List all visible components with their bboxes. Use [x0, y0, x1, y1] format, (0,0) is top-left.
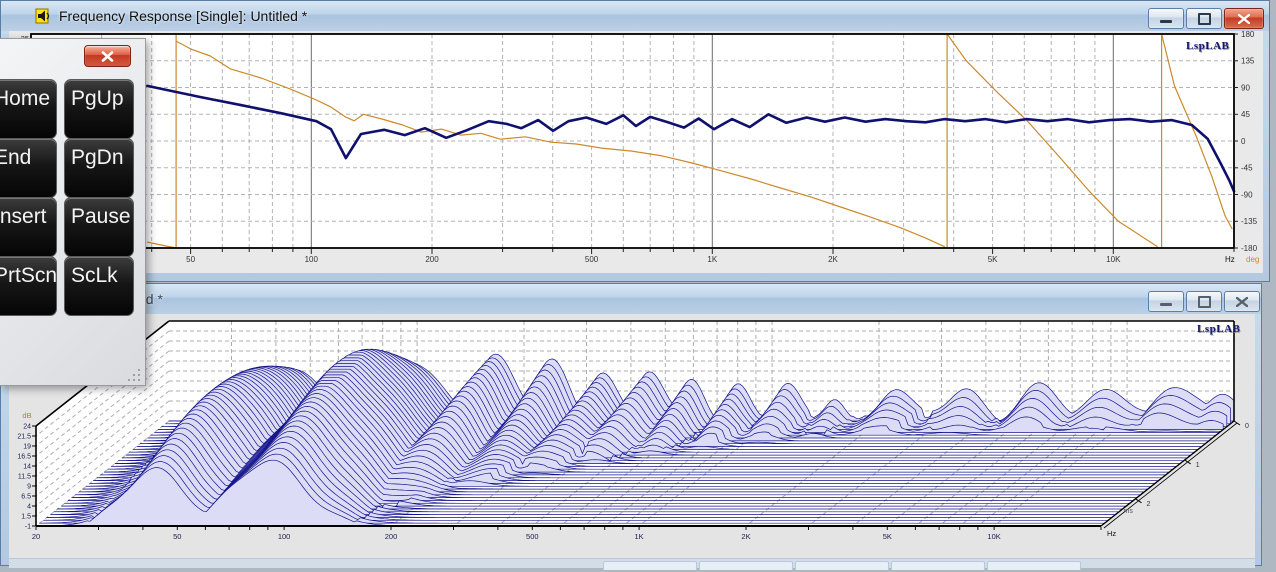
- cutoff-button-row: [9, 558, 1255, 570]
- key-end[interactable]: End: [0, 138, 57, 198]
- svg-text:14: 14: [23, 464, 31, 471]
- onscreen-keyboard-panel[interactable]: Home PgUp End PgDn Insert Pause PrtScn S…: [0, 38, 146, 386]
- frequency-response-titlebar[interactable]: Frequency Response [Single]: Untitled *: [1, 1, 1269, 31]
- close-button[interactable]: [1224, 8, 1264, 29]
- svg-text:LspLAB: LspLAB: [1198, 324, 1242, 336]
- close-icon: [1236, 296, 1248, 307]
- svg-text:1K: 1K: [635, 532, 644, 541]
- svg-text:-1: -1: [25, 524, 31, 531]
- svg-text:1.5: 1.5: [21, 514, 31, 521]
- key-pgup[interactable]: PgUp: [64, 79, 134, 139]
- svg-text:45: 45: [1241, 110, 1250, 119]
- svg-text:135: 135: [1241, 57, 1255, 66]
- svg-text:-180: -180: [1241, 244, 1258, 253]
- svg-text:-135: -135: [1241, 217, 1258, 226]
- svg-text:5K: 5K: [988, 255, 998, 264]
- svg-text:19: 19: [23, 444, 31, 451]
- svg-text:6.5: 6.5: [21, 494, 31, 501]
- keyboard-close-button[interactable]: [84, 45, 131, 67]
- svg-text:100: 100: [278, 532, 291, 541]
- key-sclk[interactable]: ScLk: [64, 256, 134, 316]
- svg-text:1K: 1K: [707, 255, 717, 264]
- svg-text:LspLAB: LspLAB: [1186, 40, 1230, 52]
- close-button[interactable]: [1224, 291, 1260, 312]
- frequency-response-window: Frequency Response [Single]: Untitled * …: [0, 0, 1270, 282]
- svg-text:LspLAB: LspLAB: [1187, 41, 1231, 53]
- svg-text:90: 90: [1241, 83, 1250, 92]
- svg-text:200: 200: [385, 532, 398, 541]
- key-insert[interactable]: Insert: [0, 197, 57, 257]
- key-prtscn[interactable]: PrtScn: [0, 256, 57, 316]
- svg-text:500: 500: [585, 255, 599, 264]
- svg-text:4: 4: [27, 504, 31, 511]
- restore-button[interactable]: [1186, 8, 1222, 29]
- svg-text:-90: -90: [1241, 190, 1253, 199]
- svg-text:0: 0: [1245, 423, 1249, 430]
- resize-grip[interactable]: [128, 369, 140, 381]
- svg-text:10K: 10K: [987, 532, 1000, 541]
- svg-text:1: 1: [1196, 462, 1200, 469]
- key-pause[interactable]: Pause: [64, 197, 134, 257]
- svg-text:Hz: Hz: [1225, 255, 1235, 264]
- waterfall-content: 24 21.5 19 16.5 14 11.5 9 6.5 4 1.5 -1 dB 20 50 100 200…: [9, 314, 1255, 570]
- svg-text:50: 50: [186, 255, 195, 264]
- svg-text:ms: ms: [1124, 508, 1134, 515]
- svg-text:21.5: 21.5: [17, 434, 31, 441]
- close-icon: [101, 50, 114, 62]
- key-home[interactable]: Home: [0, 79, 57, 139]
- svg-text:11.5: 11.5: [18, 474, 31, 481]
- svg-text:deg: deg: [1246, 255, 1259, 264]
- close-icon: [1238, 13, 1250, 24]
- svg-text:16.5: 16.5: [17, 454, 31, 461]
- waterfall-titlebar[interactable]: ed *: [1, 284, 1261, 314]
- svg-text:0: 0: [1241, 137, 1246, 146]
- svg-text:Hz: Hz: [1107, 529, 1116, 538]
- frequency-response-content: 50 100 200 500 1K 2K 5K 10K 180 135 90 45 0 -45 -90 -13…: [9, 30, 1263, 273]
- svg-text:dB: dB: [22, 411, 31, 420]
- svg-text:2K: 2K: [828, 255, 838, 264]
- svg-text:180: 180: [1241, 31, 1255, 39]
- key-pgdn[interactable]: PgDn: [64, 138, 134, 198]
- minimize-button[interactable]: [1148, 8, 1184, 29]
- svg-text:200: 200: [425, 255, 439, 264]
- svg-text:10K: 10K: [1106, 255, 1121, 264]
- svg-text:50: 50: [173, 532, 181, 541]
- svg-text:2: 2: [1147, 501, 1151, 508]
- svg-text:LspLAB: LspLAB: [1197, 323, 1241, 335]
- svg-text:500: 500: [526, 532, 539, 541]
- svg-text:9: 9: [27, 484, 31, 491]
- svg-text:20: 20: [32, 532, 40, 541]
- svg-text:24: 24: [23, 424, 31, 431]
- svg-text:-45: -45: [1241, 164, 1253, 173]
- svg-text:100: 100: [305, 255, 319, 264]
- frequency-response-plot: 50 100 200 500 1K 2K 5K 10K 180 135 90 45 0 -45 -90 -13…: [9, 30, 1263, 273]
- window-title: Frequency Response [Single]: Untitled *: [59, 8, 308, 24]
- waterfall-window: ed * 24 21.5 19 16.5 14 11.5 9 6.5 4 1.5 -1 dB 20 50 1…: [0, 283, 1262, 570]
- speaker-icon: [35, 8, 50, 24]
- svg-text:2K: 2K: [741, 532, 750, 541]
- restore-button[interactable]: [1186, 291, 1222, 312]
- svg-text:5K: 5K: [883, 532, 892, 541]
- minimize-button[interactable]: [1148, 291, 1184, 312]
